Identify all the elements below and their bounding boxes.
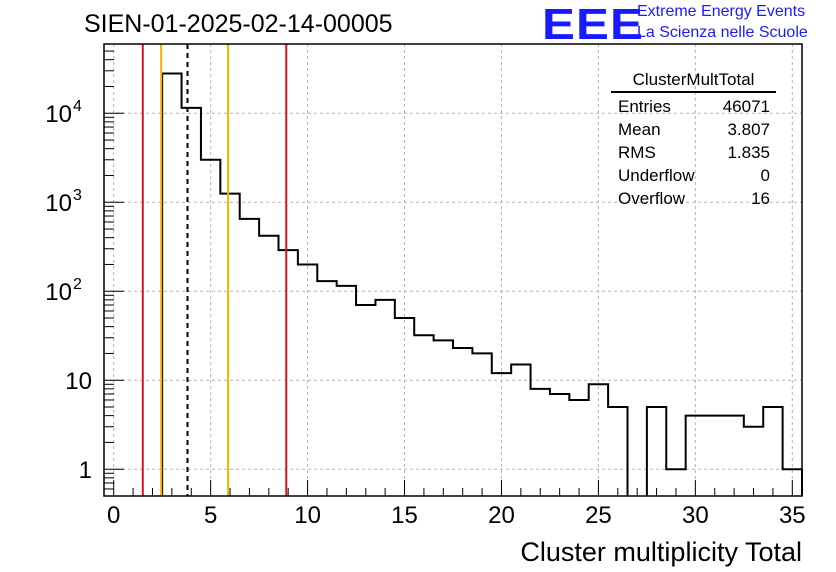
x-tick-label: 20 [488,502,515,529]
histogram-layer [161,72,803,496]
stats-row-overflow: Overflow 16 [611,187,776,210]
eee-logo: EEE [542,0,644,49]
histogram-bin [317,281,336,496]
stats-row-entries: Entries 46071 [611,95,776,118]
stats-value: 3.807 [727,120,770,139]
plot-frame [103,43,803,497]
histogram-bin [337,286,356,496]
marker-lines-layer [141,44,288,496]
stats-value: 16 [751,189,770,208]
stats-label: RMS [618,143,656,162]
axes-layer [103,43,803,497]
stats-value: 0 [760,166,770,185]
histogram-bin [259,236,278,496]
y-tick-exponent: 4 [73,98,82,115]
x-tick-label: 30 [682,502,709,529]
histogram-bin [472,353,491,496]
histogram-bin [162,73,181,496]
stats-label: Entries [618,97,671,116]
histogram-bin [434,340,453,496]
stats-value: 1.835 [727,143,770,162]
x-tick-label: 0 [107,502,120,529]
stats-label: Mean [618,120,661,139]
y-tick-label: 10 [65,368,92,395]
histogram-bin [744,427,763,496]
histogram-bin [375,300,394,496]
y-tick-label: 10 [45,190,72,217]
histogram-bin [279,250,298,496]
y-tick-exponent: 2 [73,276,82,293]
x-axis-label: Cluster multiplicity Total [520,537,802,567]
stats-box: ClusterMultTotal Entries 46071 Mean 3.80… [611,70,776,210]
histogram-outline [161,72,803,496]
histogram-bin [414,335,433,496]
grid-layer [104,44,802,496]
histogram-bin [763,407,782,496]
histogram-bin [705,416,724,496]
histogram-bin [531,389,550,496]
logo-subtitle-2: La Scienza nelle Scuole [637,24,808,41]
stats-row-mean: Mean 3.807 [611,118,776,141]
histogram-bin [647,407,666,496]
histogram-bin [356,305,375,496]
logo-subtitle-1: Extreme Energy Events [637,3,806,20]
histogram-bin [550,394,569,496]
page-title: SIEN-01-2025-02-14-00005 [84,10,393,38]
y-tick-label: 10 [45,279,72,306]
histogram-bin [220,194,239,496]
histogram-bin [511,365,530,496]
histogram-bin [724,416,743,496]
histogram-bin [569,400,588,496]
y-tick-label: 1 [79,457,92,484]
x-tick-label: 15 [391,502,418,529]
histogram-bin [240,219,259,496]
stats-title: ClusterMultTotal [611,70,776,93]
y-tick-label: 10 [45,101,72,128]
histogram-bin [182,108,201,496]
x-tick-label: 35 [779,502,806,529]
stats-value: 46071 [722,97,770,116]
histogram-bin [453,348,472,496]
stats-row-rms: RMS 1.835 [611,141,776,164]
x-tick-label: 10 [294,502,321,529]
x-tick-label: 25 [585,502,612,529]
y-tick-exponent: 3 [73,187,82,204]
stats-label: Overflow [618,189,686,208]
stats-label: Underflow [618,166,695,185]
x-tick-label: 5 [204,502,217,529]
histogram-bin [608,407,627,496]
stats-row-underflow: Underflow 0 [611,164,776,187]
